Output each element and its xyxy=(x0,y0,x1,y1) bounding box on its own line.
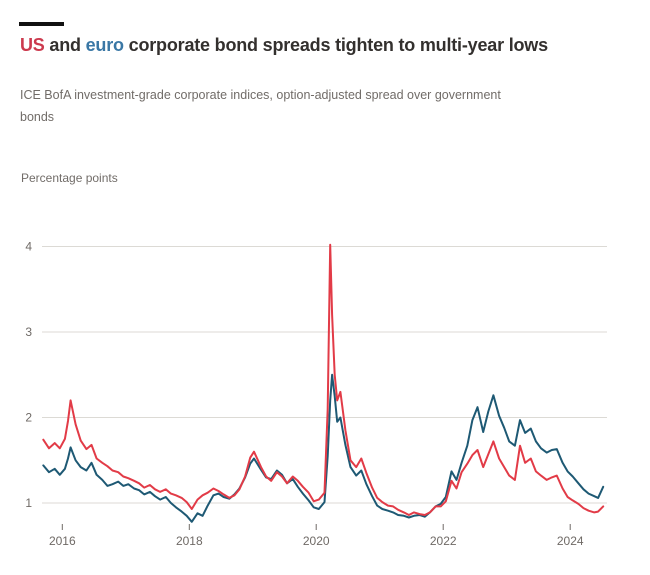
x-tick-label-2024: 2024 xyxy=(557,534,584,548)
x-tick-label-2018: 2018 xyxy=(176,534,203,548)
x-tick-label-2022: 2022 xyxy=(430,534,457,548)
y-tick-label-3: 3 xyxy=(25,325,32,339)
y-axis-unit-label: Percentage points xyxy=(21,171,118,185)
title-text: and xyxy=(44,35,86,55)
series-line-us xyxy=(42,243,605,516)
title-accent-euro: euro xyxy=(85,35,124,55)
y-tick-label-4: 4 xyxy=(25,240,32,254)
chart-subtitle: ICE BofA investment-grade corporate indi… xyxy=(20,88,501,125)
y-tick-label-2: 2 xyxy=(25,411,32,425)
chart-title: US and euro corporate bond spreads tight… xyxy=(20,34,640,57)
x-tick-label-2020: 2020 xyxy=(303,534,330,548)
title-text-rest: corporate bond spreads tighten to multi-… xyxy=(123,35,548,55)
series-line-euro xyxy=(42,373,605,523)
title-rule xyxy=(19,22,64,26)
x-tick-label-2016: 2016 xyxy=(49,534,76,548)
title-accent-us: US xyxy=(20,35,45,55)
y-tick-label-1: 1 xyxy=(25,496,32,510)
